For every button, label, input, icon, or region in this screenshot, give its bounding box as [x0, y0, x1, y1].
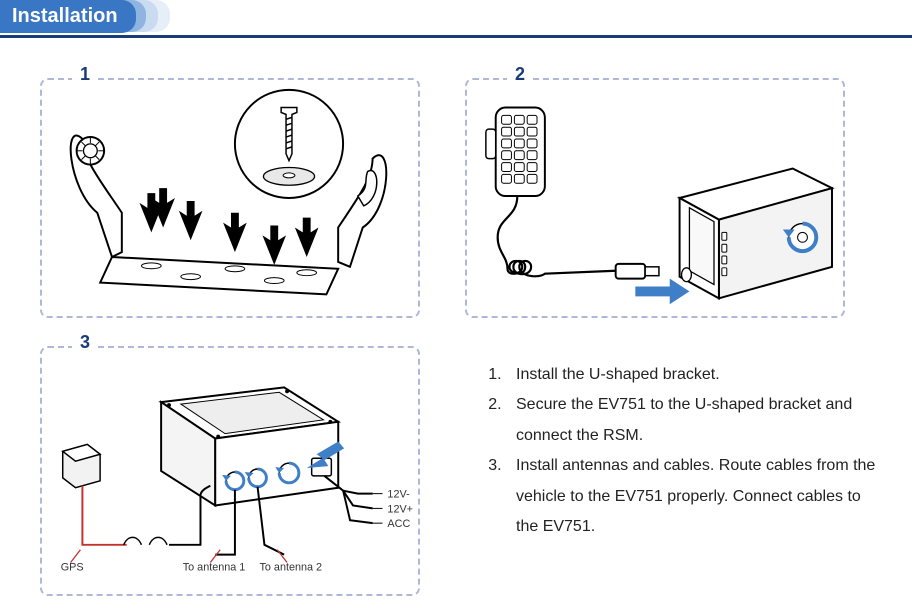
- antenna1-label: To antenna 1: [183, 561, 246, 573]
- radio-rsm-illustration: [467, 80, 843, 316]
- instruction-step: Install the U-shaped bracket.: [506, 360, 880, 390]
- instruction-step: Secure the EV751 to the U-shaped bracket…: [506, 390, 880, 451]
- acc-label: ACC: [387, 518, 410, 530]
- antenna2-label: To antenna 2: [260, 561, 323, 573]
- cables-illustration: GPS To antenna 1 To antenna 2 12V- 12V+ …: [42, 348, 418, 594]
- figure-panel-3: 3: [40, 346, 420, 596]
- bracket-illustration: [42, 80, 418, 316]
- figure-number: 3: [72, 332, 98, 353]
- figure-panel-1: 1: [40, 78, 420, 318]
- section-title: Installation: [0, 0, 136, 33]
- header-bar: Installation: [0, 0, 912, 38]
- gps-antenna-icon: [63, 444, 100, 487]
- instruction-step: Install antennas and cables. Route cable…: [506, 451, 880, 542]
- power-pos-label: 12V+: [387, 503, 413, 515]
- power-neg-label: 12V-: [387, 489, 410, 501]
- gps-cable: [82, 486, 126, 545]
- instruction-list: Install the U-shaped bracket. Secure the…: [480, 360, 880, 542]
- radio-rear-icon: [161, 387, 338, 505]
- radio-unit-icon: [680, 169, 832, 299]
- figure-number: 1: [72, 64, 98, 85]
- rsm-mic-icon: [486, 108, 659, 279]
- gps-label: GPS: [61, 561, 84, 573]
- connect-arrow-icon: [635, 279, 689, 305]
- install-arrow-icon: [140, 188, 319, 265]
- figure-panel-2: 2: [465, 78, 845, 318]
- figure-number: 2: [507, 64, 533, 85]
